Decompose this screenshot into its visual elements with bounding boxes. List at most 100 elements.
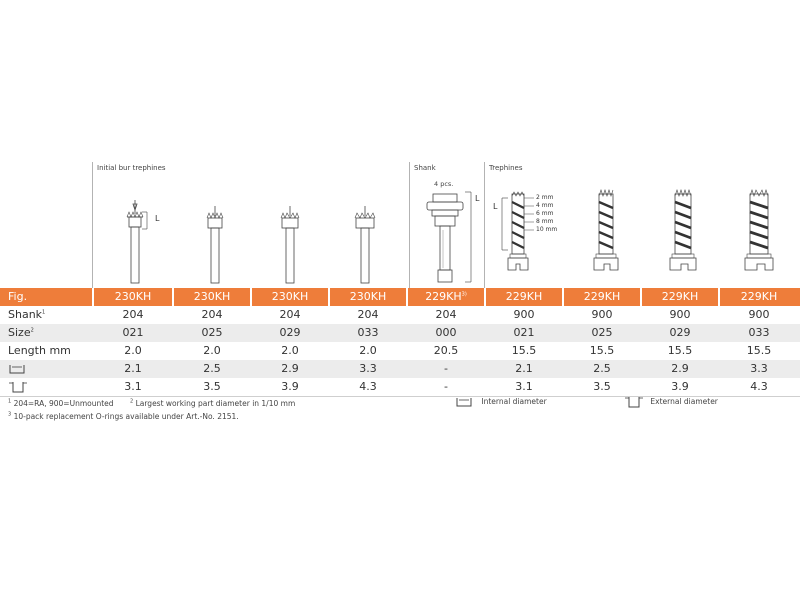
depth-mark-8mm: 8 mm [536,218,554,225]
table-row-fig: Fig. 230KH 230KH 230KH 230KH 229KH3) 229… [0,288,800,306]
figure-trephine-1: L 2 mm 4 mm 6 mm 8 mm 10 mm [488,170,568,286]
length-cell: 15.5 [667,344,693,357]
size-cell: 000 [435,326,457,339]
external-cell: 3.1 [124,380,142,393]
footnote-1-marker: 1 [8,398,12,405]
fig-cell: 229KH [505,290,543,303]
size-cell: 029 [669,326,691,339]
size-cell: 033 [357,326,379,339]
external-cell: 4.3 [750,380,768,393]
column-separator [172,288,174,306]
length-marker-label: L [155,214,160,223]
section-title-trephines: Trephines [489,164,523,172]
size-cell: 025 [591,326,613,339]
footnote-2: 2 Largest working part diameter in 1/10 … [130,399,295,408]
legend-internal-label: Internal diameter [481,397,547,406]
fig-cell: 230KH [193,290,231,303]
depth-mark-4mm: 4 mm [536,202,554,209]
fig-cell: 230KH [271,290,309,303]
row-label-fig: Fig. [8,290,28,303]
figure-trephine-3 [643,170,723,286]
internal-cell: 3.3 [750,362,768,375]
size-cell: 025 [201,326,223,339]
length-cell: 2.0 [203,344,221,357]
legend-internal-diameter-icon [456,398,472,407]
internal-cell: 3.3 [359,362,377,375]
figure-initial-bur-2 [175,170,255,286]
depth-mark-2mm: 2 mm [536,194,554,201]
shank-cell: 204 [357,308,379,321]
shank-pcs-label: 4 pcs. [434,180,454,188]
row-label-shank-sup: 1 [42,309,46,316]
column-separator [640,288,642,306]
fig-cell-shank: 229KH3) [408,288,484,306]
internal-cell: 2.1 [515,362,533,375]
external-cell: 3.5 [203,380,221,393]
row-label-length: Length mm [8,344,71,357]
length-cell: 2.0 [359,344,377,357]
depth-mark-10mm: 10 mm [536,226,558,233]
internal-diameter-icon [8,360,26,378]
column-separator [562,288,564,306]
length-cell: 20.5 [433,344,459,357]
figure-trephine-2 [566,170,646,286]
external-cell: 3.9 [281,380,299,393]
section-shank: Shank 4 pcs. [409,162,480,288]
length-cell: 15.5 [511,344,537,357]
shank-cell: 900 [513,308,535,321]
internal-cell: 2.9 [671,362,689,375]
column-separator [718,288,720,306]
footnote-2-text: Largest working part diameter in 1/10 mm [135,399,296,408]
column-separator [484,288,486,306]
size-cell: 033 [748,326,770,339]
table-row-length: Length mm 2.0 2.0 2.0 2.0 20.5 15.5 15.5… [0,342,800,361]
shank-cell: 204 [435,308,457,321]
external-cell: 3.9 [671,380,689,393]
external-cell: - [444,380,448,393]
footnote-3-text: 10-pack replacement O-rings available un… [13,412,239,421]
table-row-size: Size2 021 025 029 033 000 021 025 029 03… [0,324,800,342]
figure-initial-bur-1: L [95,170,175,286]
row-label-shank: Shank1 [8,306,45,324]
table-row-shank: Shank1 204 204 204 204 204 900 900 900 9… [0,306,800,325]
section-title-shank: Shank [414,164,436,172]
section-title-initial: Initial bur trephines [97,164,166,172]
external-cell: 3.5 [593,380,611,393]
row-label-size-sup: 2 [30,327,34,334]
column-separator [92,288,94,306]
internal-cell: 2.5 [593,362,611,375]
external-diameter-icon [8,378,28,396]
legend-external-label: External diameter [650,397,718,406]
fig-cell: 230KH [114,290,152,303]
size-cell: 021 [122,326,144,339]
external-cell: 4.3 [359,380,377,393]
length-cell: 2.0 [124,344,142,357]
internal-cell: 2.1 [124,362,142,375]
fig-cell: 229KH [583,290,621,303]
size-cell: 029 [279,326,301,339]
figure-initial-bur-4 [325,170,405,286]
figure-trephine-4 [719,170,799,286]
shank-length-label: L [475,194,480,203]
trephine-length-label: L [493,202,498,211]
table-row-internal-diameter: 2.1 2.5 2.9 3.3 - 2.1 2.5 2.9 3.3 [0,360,800,378]
figure-initial-bur-3 [250,170,330,286]
row-label-size-text: Size [8,326,31,339]
internal-cell: 2.5 [203,362,221,375]
size-cell: 021 [513,326,535,339]
external-cell: 3.1 [515,380,533,393]
fig-cell: 230KH [349,290,387,303]
column-separator [406,288,408,306]
row-label-shank-text: Shank [8,308,43,321]
section-trephines: Trephines [484,162,800,288]
shank-cell: 204 [279,308,301,321]
column-separator [328,288,330,306]
footnote-1: 1 204=RA, 900=Unmounted [8,399,114,408]
shank-cell: 900 [591,308,613,321]
footnote-3: 3 10-pack replacement O-rings available … [8,412,239,421]
fig-cell: 229KH [661,290,699,303]
shank-cell: 900 [748,308,770,321]
row-label-size: Size2 [8,324,34,342]
fig-cell-shank-sup: 3) [461,291,467,298]
shank-cell: 204 [122,308,144,321]
